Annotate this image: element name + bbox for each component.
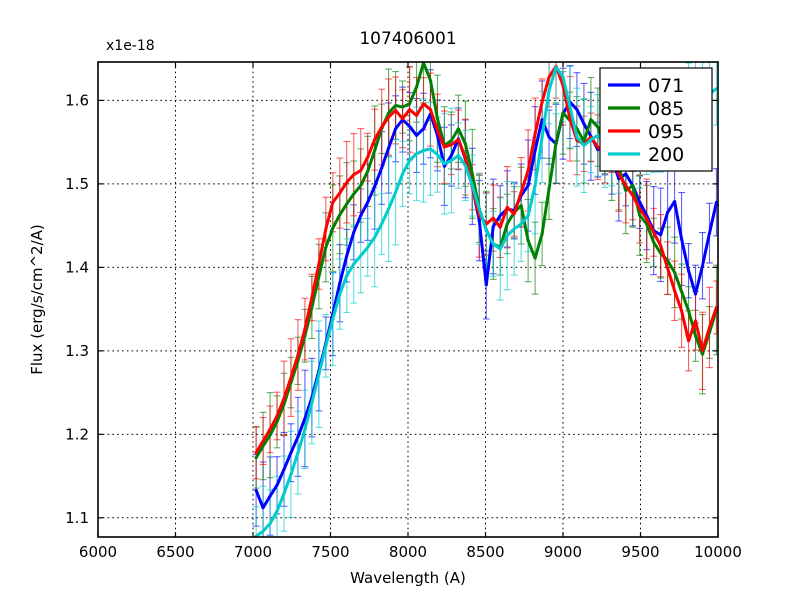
- legend-label-085[interactable]: 085: [648, 98, 684, 120]
- x-tick-label: 8000: [389, 543, 427, 561]
- y-tick-label: 1.1: [65, 509, 89, 527]
- y-tick-label: 1.5: [65, 175, 89, 193]
- chart-title: 107406001: [359, 29, 456, 49]
- y-tick-label: 1.3: [65, 342, 89, 360]
- x-tick-label: 8500: [466, 543, 504, 561]
- x-tick-label: 10000: [694, 543, 742, 561]
- axis-labels-layer: 6000 6500 7000 7500 8000 8500 9000 9500 10000 1.1…: [28, 29, 742, 587]
- x-tick-label: 7500: [311, 543, 349, 561]
- y-axis-label: Flux (erg/s/cm^2/A): [28, 224, 46, 375]
- x-tick-label: 9500: [621, 543, 659, 561]
- y-tick-label: 1.2: [65, 425, 89, 443]
- x-tick-label: 9000: [544, 543, 582, 561]
- legend-label-071[interactable]: 071: [648, 75, 684, 97]
- legend-label-200[interactable]: 200: [648, 144, 684, 166]
- x-tick-label: 6000: [79, 543, 117, 561]
- series-line-095: [254, 64, 718, 455]
- legend-label-095[interactable]: 095: [648, 121, 684, 143]
- y-tick-label: 1.4: [65, 258, 89, 276]
- x-tick-label: 6500: [156, 543, 194, 561]
- axes-layer: [97, 61, 719, 538]
- x-axis-label: Wavelength (A): [350, 569, 466, 587]
- x-tick-label: 7000: [234, 543, 272, 561]
- y-axis-offset-label: x1e-18: [106, 38, 155, 54]
- y-tick-label: 1.6: [65, 91, 89, 109]
